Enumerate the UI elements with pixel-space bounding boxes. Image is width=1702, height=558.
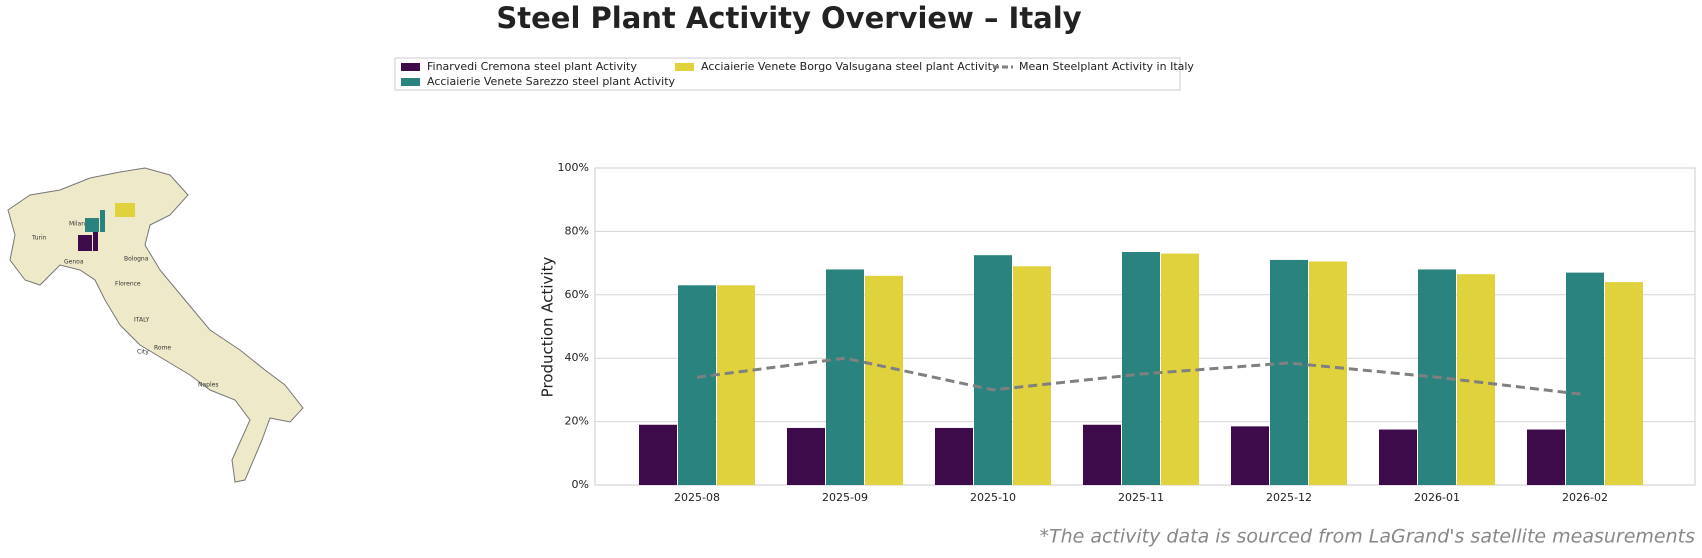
legend-box — [394, 57, 1181, 91]
map-label: Rome — [154, 345, 171, 352]
bar — [1122, 252, 1160, 485]
y-tick-label: 100% — [558, 161, 589, 174]
legend-label: Mean Steelplant Activity in Italy — [1019, 60, 1194, 73]
map-label: Naples — [198, 382, 218, 389]
bar — [1161, 253, 1199, 485]
x-tick-label: 2026-01 — [1414, 491, 1460, 504]
legend-label: Finarvedi Cremona steel plant Activity — [427, 60, 637, 73]
bar — [1270, 259, 1308, 485]
y-axis-label: Production Activity — [539, 257, 557, 398]
plant-icon — [115, 203, 135, 217]
y-tick-label: 60% — [565, 288, 589, 301]
italy-map — [7, 167, 304, 483]
bar — [787, 427, 825, 485]
map-label: City — [137, 349, 149, 356]
map-label: Florence — [115, 281, 141, 288]
plant-icon — [78, 235, 92, 251]
mean-line — [696, 356, 1586, 397]
x-tick-label: 2025-10 — [970, 491, 1016, 504]
map-label: Turin — [31, 235, 47, 242]
legend-swatch — [675, 63, 694, 71]
bar — [717, 285, 755, 485]
x-tick-label: 2025-11 — [1118, 491, 1164, 504]
x-tick-label: 2025-09 — [822, 491, 868, 504]
legend-swatch — [401, 63, 420, 71]
chart-title: Steel Plant Activity Overview – Italy — [496, 1, 1081, 35]
y-tick-label: 80% — [565, 224, 589, 237]
x-tick-label: 2025-08 — [674, 491, 720, 504]
bar — [935, 427, 973, 485]
y-tick-label: 20% — [565, 415, 589, 428]
bar — [1379, 429, 1417, 485]
bar — [865, 275, 903, 485]
x-tick-label: 2026-02 — [1562, 491, 1608, 504]
bar — [678, 285, 716, 485]
legend-label: Acciaierie Venete Borgo Valsugana steel … — [701, 60, 999, 73]
map: Milan Turin Genoa Bologna Florence ITALY Rome C… — [7, 167, 304, 483]
y-tick-label: 0% — [572, 478, 589, 491]
bar — [1605, 282, 1643, 485]
plant-icon — [100, 210, 105, 232]
legend-label: Acciaierie Venete Sarezzo steel plant Ac… — [427, 75, 676, 88]
plant-icon — [93, 228, 98, 251]
bar — [639, 424, 677, 485]
map-label: ITALY — [134, 317, 150, 324]
bar — [826, 269, 864, 485]
legend-swatch — [401, 78, 420, 86]
bar — [974, 255, 1012, 485]
x-tick-label: 2025-12 — [1266, 491, 1312, 504]
y-tick-label: 40% — [565, 351, 589, 364]
footnote: *The activity data is sourced from LaGra… — [1039, 526, 1695, 548]
bar — [1231, 426, 1269, 485]
bar — [1527, 429, 1565, 485]
bar — [1309, 261, 1347, 485]
bar — [1566, 272, 1604, 485]
plant-icon — [85, 218, 99, 232]
map-label: Genoa — [64, 259, 84, 266]
map-label: Milan — [69, 221, 85, 228]
map-label: Bologna — [124, 256, 149, 263]
bar — [1083, 424, 1121, 485]
bar — [1013, 266, 1051, 485]
